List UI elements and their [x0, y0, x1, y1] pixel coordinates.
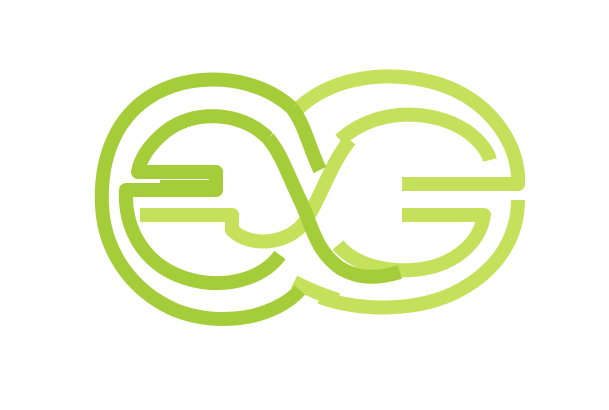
- letter-e-glyph: [94, 72, 403, 327]
- letter-g-crossbar-stroke: [332, 208, 491, 278]
- letter-g-lower-outer-stroke: [317, 199, 525, 315]
- letter-e-inner-stroke: [118, 109, 286, 291]
- swirl-dark-band-stroke: [262, 133, 403, 284]
- letter-g-outer-stroke: [286, 69, 525, 191]
- swirl-dark-upper-stroke: [286, 103, 327, 174]
- swirl-light-lower-stroke: [290, 275, 341, 307]
- letter-g-inner-stroke: [335, 107, 497, 163]
- letter-e-outer-stroke: [94, 72, 306, 327]
